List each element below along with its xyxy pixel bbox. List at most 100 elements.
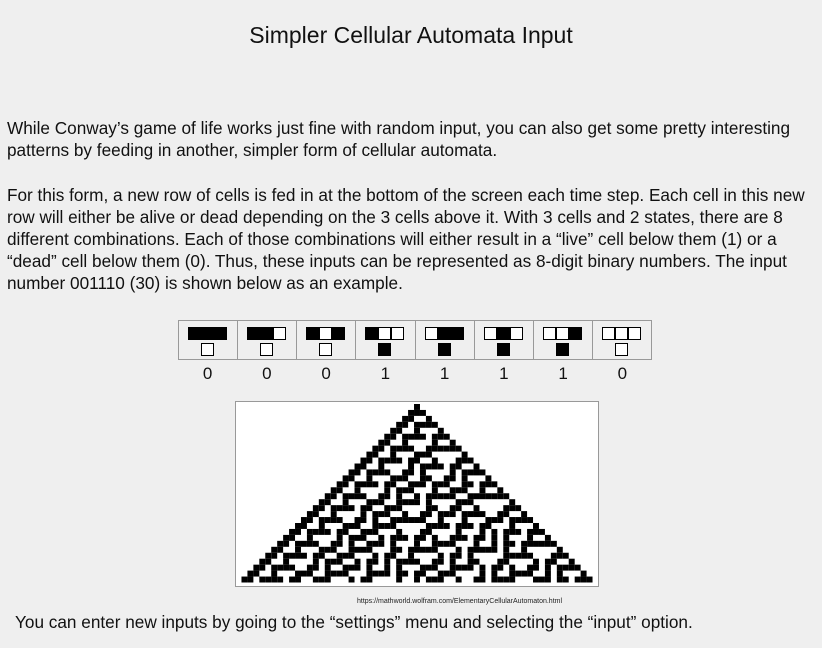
automaton-cell <box>330 487 337 494</box>
automaton-cell <box>360 576 367 583</box>
pattern-cell <box>568 327 582 340</box>
pattern-cell <box>542 327 556 340</box>
automaton-cell <box>295 570 301 577</box>
automaton-cell <box>354 463 361 470</box>
automaton-cell <box>318 552 325 559</box>
automaton-cell <box>544 570 551 577</box>
automaton-cell <box>402 487 409 494</box>
automaton-cell <box>425 505 432 512</box>
automaton-cell <box>503 540 510 547</box>
automaton-cell <box>437 523 444 529</box>
automaton-cell <box>378 493 385 500</box>
automaton-cell <box>509 499 516 506</box>
automaton-cell <box>396 457 403 464</box>
automaton-cell <box>491 546 498 553</box>
automaton-cell <box>259 576 266 583</box>
automaton-cell <box>390 540 397 547</box>
automaton-cell <box>402 511 409 518</box>
rule-output-digits: 0 0 0 1 1 1 1 0 <box>178 364 652 384</box>
automaton-cell <box>366 469 373 476</box>
automaton-cell <box>467 546 474 553</box>
automaton-cell <box>378 540 385 547</box>
pattern-cell <box>365 327 379 340</box>
automaton-cell <box>384 439 391 446</box>
automaton-cell <box>473 540 480 547</box>
automaton-cell <box>384 552 391 559</box>
automaton-cell <box>336 534 343 541</box>
automaton-cell <box>396 570 403 577</box>
automaton-cell <box>300 540 307 547</box>
page-title: Simpler Cellular Automata Input <box>249 22 573 48</box>
pattern-cell <box>601 327 615 340</box>
automaton-cell <box>419 528 426 535</box>
automaton-cell <box>419 564 426 571</box>
automaton-cell <box>461 499 468 506</box>
automaton-cell <box>324 558 331 565</box>
automaton-cell <box>396 499 403 506</box>
automaton-cell <box>253 564 260 571</box>
automaton-cell <box>396 576 403 583</box>
automaton-cell <box>425 415 432 422</box>
automaton-cell <box>324 564 331 571</box>
automaton-cell <box>550 552 557 559</box>
automaton-cell <box>431 487 438 494</box>
automaton-cell <box>390 427 397 434</box>
automaton-cell <box>360 505 367 512</box>
automaton-cell <box>419 421 426 428</box>
automaton-cell <box>509 528 516 535</box>
automaton-cell <box>342 475 349 482</box>
result-cell <box>201 343 214 356</box>
automaton-cell <box>366 540 373 547</box>
automaton-cell <box>473 493 480 500</box>
automaton-cell <box>283 564 290 571</box>
automaton-cell <box>419 546 426 553</box>
automaton-cell <box>241 576 248 583</box>
automaton-cell <box>503 558 510 565</box>
automaton-cell <box>527 570 534 577</box>
automaton-cell <box>497 576 504 583</box>
result-cell <box>260 343 274 356</box>
automaton-cell <box>378 445 385 452</box>
automaton-cell <box>449 511 456 518</box>
automaton-cell <box>372 570 379 577</box>
automaton-cell <box>491 576 498 583</box>
automaton-cell <box>324 528 331 535</box>
automaton-cell <box>271 576 278 583</box>
automaton-cell <box>312 511 319 518</box>
automaton-cell <box>318 528 325 535</box>
automaton-cell <box>265 552 272 559</box>
automaton-cell <box>431 540 438 547</box>
automaton-cell <box>449 552 456 559</box>
automaton-cell <box>527 534 534 541</box>
automaton-cell <box>437 481 444 488</box>
automaton-cell <box>348 534 355 541</box>
automaton-cell <box>384 564 391 571</box>
automaton-cell <box>538 576 545 583</box>
automaton-cell <box>271 552 278 559</box>
automaton-cell <box>378 469 385 476</box>
automaton-cell <box>336 570 343 577</box>
automaton-cell <box>419 570 426 577</box>
automaton-cell <box>467 558 474 565</box>
automaton-cell <box>408 409 415 416</box>
automaton-cell <box>366 457 373 464</box>
automaton-cell <box>348 493 355 500</box>
automaton-cell <box>408 457 415 464</box>
pattern-cell <box>391 327 405 340</box>
automaton-cell <box>324 576 331 583</box>
automaton-cell <box>485 517 492 523</box>
automaton-cell <box>431 457 438 464</box>
automaton-cell <box>509 505 516 512</box>
automaton-cell <box>336 528 343 535</box>
automaton-cell <box>366 499 373 506</box>
automaton-cell <box>384 523 391 529</box>
automaton-cell <box>360 457 367 464</box>
automaton-cell <box>455 564 462 571</box>
automaton-cell <box>396 421 403 428</box>
result-cell <box>319 343 333 356</box>
automaton-cell <box>330 546 337 553</box>
pattern-cell <box>306 327 320 340</box>
automaton-cell <box>431 421 438 428</box>
automaton-cell <box>455 463 462 470</box>
automaton-cell <box>378 463 385 470</box>
